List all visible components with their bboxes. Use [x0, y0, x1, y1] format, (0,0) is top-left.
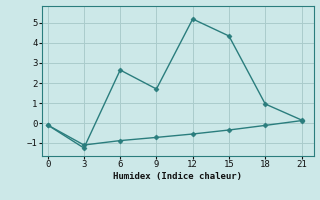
- X-axis label: Humidex (Indice chaleur): Humidex (Indice chaleur): [113, 172, 242, 181]
